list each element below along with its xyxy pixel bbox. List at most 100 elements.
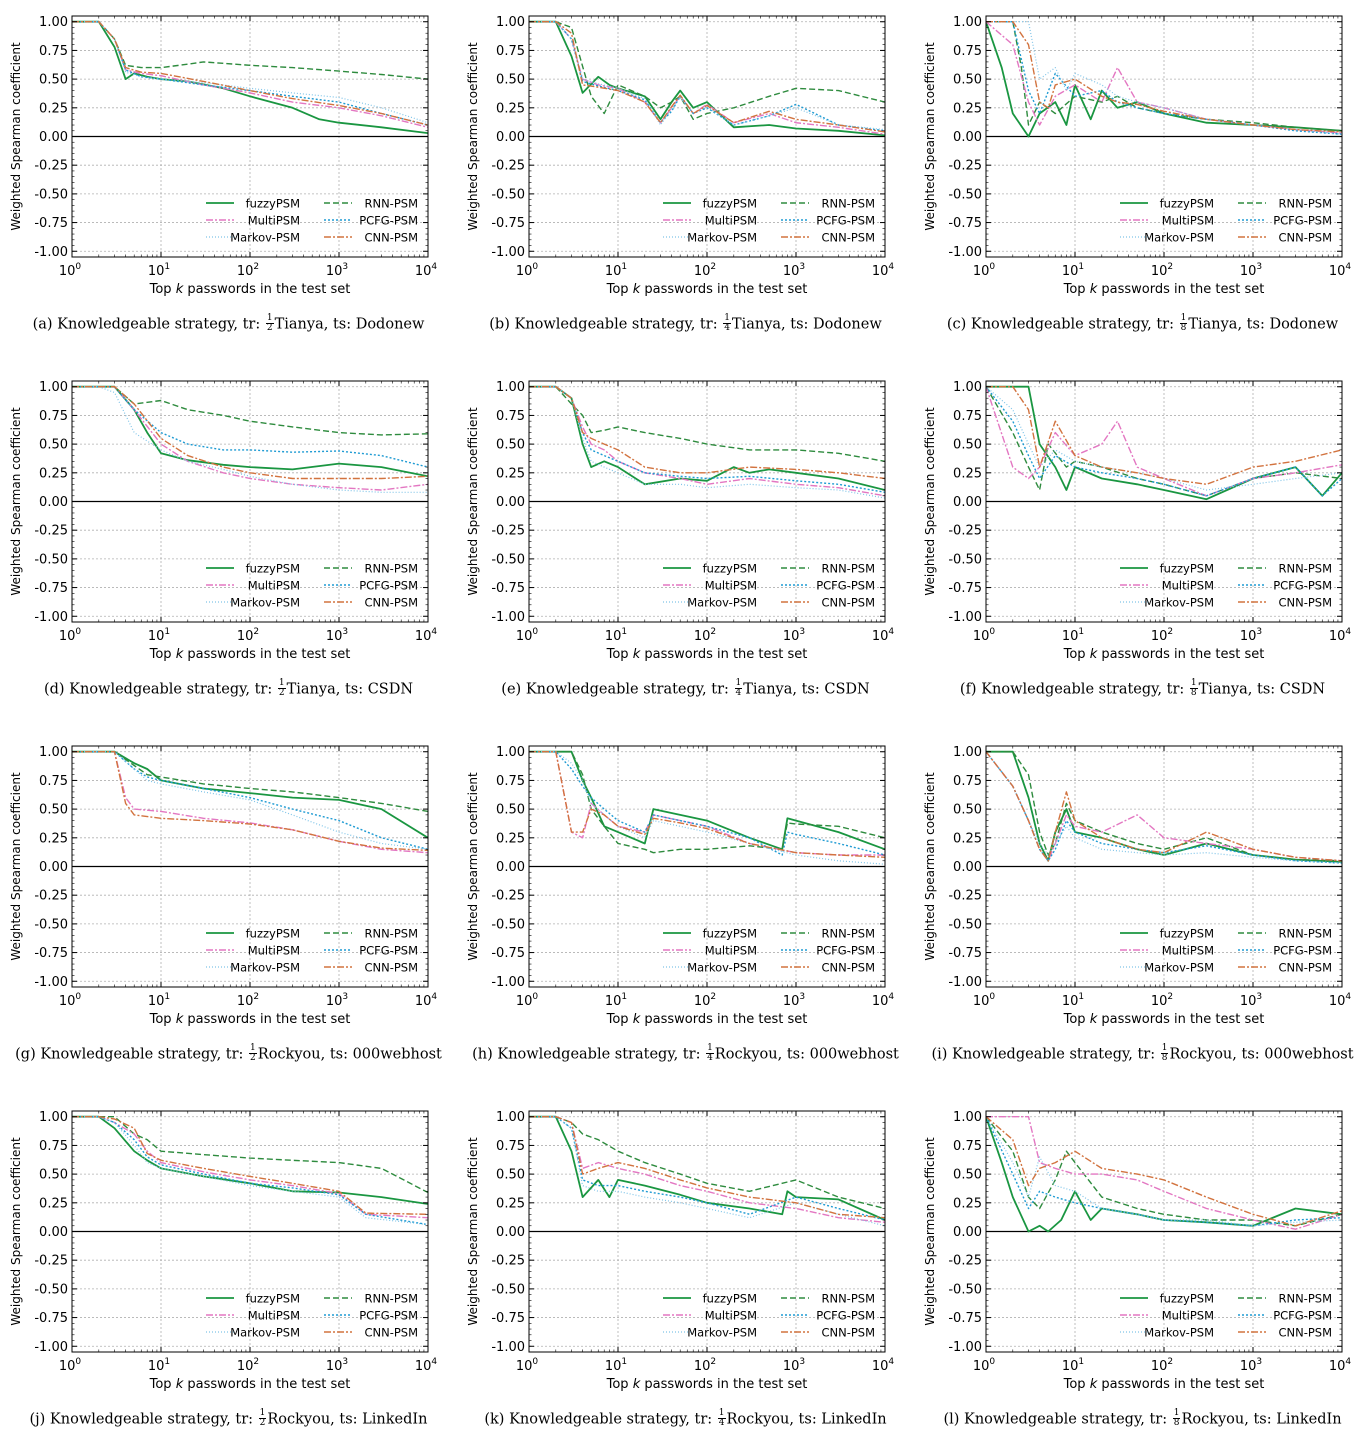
y-tick-label: -0.25 xyxy=(948,524,982,539)
legend-label: CNN-PSM xyxy=(364,961,418,975)
fraction-numerator: 1 xyxy=(706,1043,714,1054)
caption-label: (g) xyxy=(15,1046,41,1063)
fraction-denominator: 2 xyxy=(266,323,273,333)
series-line-pcfg-psm xyxy=(72,751,428,850)
legend-label: CNN-PSM xyxy=(821,961,875,975)
legend-label: PCFG-PSM xyxy=(359,579,418,593)
y-tick-label: 0.75 xyxy=(496,44,525,59)
caption-text: Knowledgeable strategy, tr: xyxy=(514,316,723,333)
series-line-pcfg-psm xyxy=(986,386,1342,497)
y-tick-label: 0.00 xyxy=(39,860,68,875)
legend-label: RNN-PSM xyxy=(364,927,418,941)
y-axis-label: Weighted Spearman coefficient xyxy=(923,772,937,961)
legend: fuzzyPSM RNN-PSM MultiPSM PCFG-PSM Markov-PS… xyxy=(663,1292,875,1340)
legend-label: fuzzyPSM xyxy=(703,927,757,941)
x-axis-label: Top k passwords in the test set xyxy=(606,1012,808,1027)
fraction-numerator: 1 xyxy=(258,1408,267,1419)
x-tick-label: 100 xyxy=(973,1357,996,1374)
y-axis-label: Weighted Spearman coefficient xyxy=(923,407,937,596)
x-tick-label: 100 xyxy=(516,1357,539,1374)
legend: fuzzyPSM RNN-PSM MultiPSM PCFG-PSM Markov-PS… xyxy=(1120,562,1332,610)
caption-dataset: Tianya, ts: CSDN xyxy=(743,681,870,698)
legend-label: fuzzyPSM xyxy=(1160,927,1214,941)
chart-panel: 1.00 0.75 0.50 0.25 0.00 -0.25 -0.50 -0.75 -1.00… xyxy=(457,365,914,723)
legend-label: fuzzyPSM xyxy=(703,1292,757,1306)
series-line-rnn-psm xyxy=(529,751,885,854)
y-tick-label: -0.50 xyxy=(491,1282,525,1297)
y-tick-label: 0.75 xyxy=(39,44,68,59)
legend-label: RNN-PSM xyxy=(1278,562,1332,576)
subfigure-caption: (e) Knowledgeable strategy, tr: 1 4 Tianya… xyxy=(457,679,914,699)
legend-label: PCFG-PSM xyxy=(816,944,875,958)
legend-label: PCFG-PSM xyxy=(816,214,875,228)
series-line-cnn-psm xyxy=(529,21,885,133)
x-tick-label: 102 xyxy=(237,1357,259,1374)
x-axis-label: Top k passwords in the test set xyxy=(1063,647,1265,662)
y-tick-label: -0.50 xyxy=(491,552,525,567)
legend-label: CNN-PSM xyxy=(1278,961,1332,975)
series-line-rnn-psm xyxy=(72,1116,428,1194)
y-tick-label: 0.75 xyxy=(953,774,982,789)
chart-panel: 1.00 0.75 0.50 0.25 0.00 -0.25 -0.50 -0.75 -1.00… xyxy=(0,1095,457,1453)
y-tick-label: -0.25 xyxy=(948,889,982,904)
legend-label: PCFG-PSM xyxy=(816,579,875,593)
fraction-numerator: 1 xyxy=(265,313,274,324)
y-tick-label: 0.25 xyxy=(39,466,68,481)
x-tick-label: 103 xyxy=(783,627,805,644)
series-line-cnn-psm xyxy=(529,751,885,858)
series-line-fuzzypsm xyxy=(529,750,885,851)
x-tick-label: 101 xyxy=(605,992,627,1009)
y-tick-label: 0.00 xyxy=(39,495,68,510)
series-line-rnn-psm xyxy=(986,1116,1342,1227)
y-axis-label: Weighted Spearman coefficient xyxy=(9,42,23,231)
x-tick-label: 104 xyxy=(1329,992,1352,1009)
y-axis-label: Weighted Spearman coefficient xyxy=(9,1137,23,1326)
x-tick-label: 100 xyxy=(59,262,82,279)
y-tick-label: -0.25 xyxy=(491,1254,525,1269)
y-tick-label: -0.50 xyxy=(948,187,982,202)
y-tick-label: -1.00 xyxy=(34,610,68,625)
subfigure-caption: (b) Knowledgeable strategy, tr: 1 4 Tianya… xyxy=(457,314,914,334)
fraction-denominator: 8 xyxy=(1190,688,1197,698)
legend: fuzzyPSM RNN-PSM MultiPSM PCFG-PSM Markov-PS… xyxy=(206,562,418,610)
y-axis-label: Weighted Spearman coefficient xyxy=(9,407,23,596)
legend-label: Markov-PSM xyxy=(230,596,300,610)
y-tick-label: 0.25 xyxy=(953,466,982,481)
chart-svg: 1.00 0.75 0.50 0.25 0.00 -0.25 -0.50 -0.75 -1.00… xyxy=(466,380,894,662)
caption-dataset: Rockyou, ts: LinkedIn xyxy=(267,1411,428,1428)
x-tick-label: 104 xyxy=(872,262,895,279)
x-tick-label: 101 xyxy=(1062,262,1084,279)
legend-label: RNN-PSM xyxy=(364,1292,418,1306)
series-line-fuzzypsm xyxy=(529,1115,885,1221)
legend-label: Markov-PSM xyxy=(687,961,757,975)
x-tick-label: 100 xyxy=(516,262,539,279)
legend-label: CNN-PSM xyxy=(364,596,418,610)
y-tick-label: 0.25 xyxy=(39,101,68,116)
legend-label: CNN-PSM xyxy=(821,1326,875,1340)
legend-label: MultiPSM xyxy=(1162,579,1214,593)
chart-svg: 1.00 0.75 0.50 0.25 0.00 -0.25 -0.50 -0.75 -1.00… xyxy=(9,380,437,662)
series-line-cnn-psm xyxy=(72,751,428,852)
fraction-denominator: 8 xyxy=(1161,1053,1168,1063)
y-tick-label: -0.50 xyxy=(948,1282,982,1297)
y-axis-label: Weighted Spearman coefficient xyxy=(923,1137,937,1326)
caption-label: (f) xyxy=(959,681,982,698)
chart-panel: 1.00 0.75 0.50 0.25 0.00 -0.25 -0.50 -0.75 -1.00… xyxy=(914,365,1371,723)
x-tick-label: 102 xyxy=(237,262,259,279)
caption-label: (k) xyxy=(484,1411,510,1428)
series-line-cnn-psm xyxy=(72,1116,428,1215)
legend-label: RNN-PSM xyxy=(1278,927,1332,941)
chart-panel: 1.00 0.75 0.50 0.25 0.00 -0.25 -0.50 -0.75 -1.00… xyxy=(914,730,1371,1088)
subfigure-caption: (i) Knowledgeable strategy, tr: 1 8 Rockyo… xyxy=(914,1044,1371,1064)
chart-panel: 1.00 0.75 0.50 0.25 0.00 -0.25 -0.50 -0.75 -1.00… xyxy=(0,0,457,358)
y-tick-label: 0.50 xyxy=(953,1168,982,1183)
subfigure-caption: (j) Knowledgeable strategy, tr: 1 2 Rockyo… xyxy=(0,1408,457,1429)
y-tick-label: 0.25 xyxy=(496,466,525,481)
caption-label: (a) xyxy=(32,316,58,333)
y-tick-label: -0.50 xyxy=(948,552,982,567)
fraction-denominator: 4 xyxy=(724,323,730,333)
fraction-denominator: 4 xyxy=(707,1053,713,1063)
series-line-cnn-psm xyxy=(529,1116,885,1219)
